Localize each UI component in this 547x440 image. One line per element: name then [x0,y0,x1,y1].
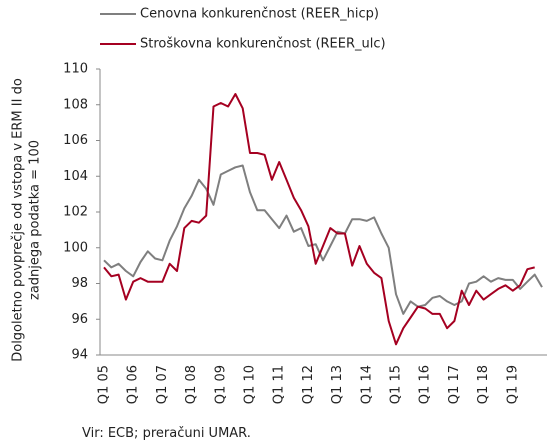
series-line [103,164,543,315]
x-tick-label: Q1 17 [447,365,462,404]
y-tick-label: 108 [63,97,88,112]
series-line [103,93,535,346]
x-tick-label: Q1 07 [155,365,170,404]
x-tick-label: Q1 12 [301,365,316,404]
y-tick-label: 96 [71,312,88,327]
y-axis-label: zadnjega podatka = 100 [28,140,43,300]
y-tick-label: 110 [63,62,88,77]
x-tick-label: Q1 19 [505,365,520,404]
x-tick-label: Q1 08 [184,365,199,404]
y-tick-label: 94 [71,348,88,363]
x-tick-label: Q1 14 [359,365,374,404]
y-tick-label: 106 [63,133,88,148]
y-axis-label: Dolgoletno povprečje od vstopa v ERM II … [11,78,26,362]
x-tick-label: Q1 13 [330,365,345,404]
y-tick-label: 98 [71,276,88,291]
x-tick-label: Q1 15 [389,365,404,404]
legend-label: Stroškovna konkurenčnost (REER_ulc) [140,37,386,52]
source: Vir: ECB; preračuni UMAR. [82,426,251,440]
y-tick-label: 100 [63,240,88,255]
legend-label: Cenovna konkurenčnost (REER_hicp) [140,7,379,22]
x-tick-label: Q1 05 [97,365,112,404]
x-tick-label: Q1 09 [213,365,228,404]
x-tick-label: Q1 06 [126,365,141,404]
x-tick-label: Q1 11 [272,365,287,404]
y-tick-label: 102 [63,205,88,220]
x-tick-label: Q1 18 [476,365,491,404]
x-tick-label: Q1 16 [418,365,433,404]
y-tick-label: 104 [63,169,88,184]
x-tick-label: Q1 10 [243,365,258,404]
